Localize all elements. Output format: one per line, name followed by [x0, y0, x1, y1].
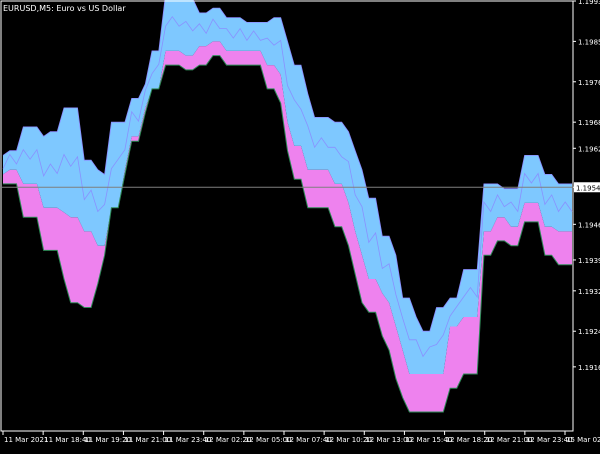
x-tick-label: 12 Mar 10:20 — [325, 436, 372, 444]
current-price-label: 1.19543 — [576, 184, 600, 192]
y-tick-label: 1.19625 — [578, 145, 600, 153]
y-tick-label: 1.19680 — [578, 119, 600, 127]
x-tick-label: 12 Mar 15:40 — [405, 436, 452, 444]
price-line — [2, 16, 573, 358]
x-tick-label: 12 Mar 21:00 — [486, 436, 533, 444]
chart-title: EURUSD,M5: Euro vs US Dollar — [3, 4, 126, 13]
y-tick-label: 1.19850 — [578, 38, 600, 46]
x-tick-label: 12 Mar 02:20 — [205, 436, 252, 444]
x-tick-label: 11 Mar 2021 — [4, 436, 48, 444]
x-tick-label: 12 Mar 23:40 — [526, 436, 573, 444]
upper-edge-line — [2, 0, 572, 332]
x-tick-label: 11 Mar 21:00 — [124, 436, 171, 444]
x-tick-label: 11 Mar 23:40 — [165, 436, 212, 444]
y-tick-label: 1.19765 — [578, 79, 600, 87]
current-price-marker: 1.19543 — [1, 182, 600, 193]
x-tick-label: 12 Mar 13:00 — [365, 436, 412, 444]
x-tick-label: 12 Mar 05:00 — [245, 436, 292, 444]
x-tick-label: 15 Mar 02:25 — [566, 436, 600, 444]
upper-band — [3, 0, 572, 374]
y-tick-label: 1.19325 — [578, 288, 600, 296]
y-tick-label: 1.19165 — [578, 364, 600, 372]
y-tick-label: 1.19240 — [578, 328, 600, 336]
y-tick-label: 1.19390 — [578, 257, 600, 265]
lower-edge-line — [3, 55, 572, 413]
plot-area — [2, 0, 573, 413]
axes — [0, 0, 574, 432]
x-tick-label: 11 Mar 18:40 — [44, 436, 91, 444]
plot-frame — [0, 0, 574, 432]
current-price-box — [574, 182, 600, 193]
x-tick-label: 11 Mar 19:20 — [84, 436, 131, 444]
y-tick-label: 1.19465 — [578, 221, 600, 229]
x-tick-label: 12 Mar 18:20 — [446, 436, 493, 444]
y-tick-label: 1.19935 — [578, 0, 600, 6]
x-tick-label: 12 Mar 07:40 — [285, 436, 332, 444]
